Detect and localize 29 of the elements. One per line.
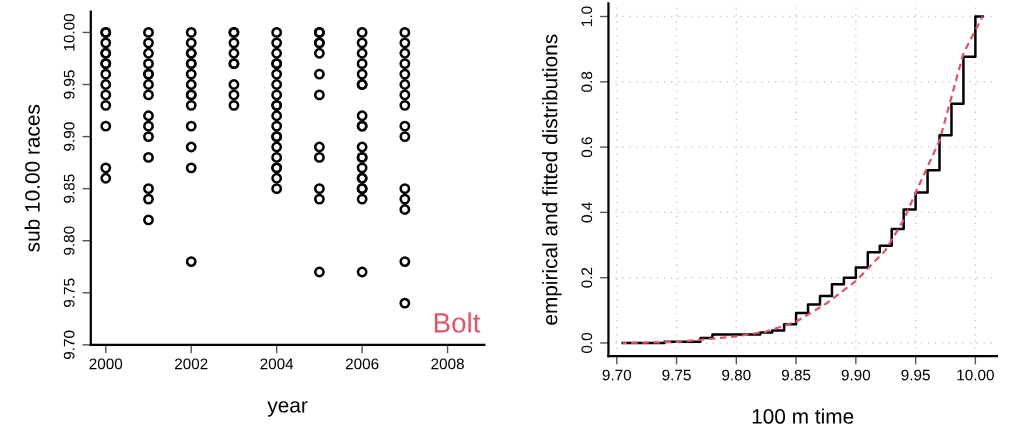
y-axis-title: sub 10.00 races <box>24 104 40 252</box>
annotation: Bolt <box>434 312 481 333</box>
y-tick-label: 0.8 <box>581 71 593 92</box>
x-tick-label: 9.70 <box>602 369 632 381</box>
x-tick-label: 2002 <box>174 358 208 370</box>
y-tick-label: 9.95 <box>63 70 75 99</box>
y-axis-title: empirical and fitted distributions <box>542 34 562 325</box>
x-tick-label: 2004 <box>260 358 294 370</box>
x-tick-label: 9.75 <box>662 369 691 381</box>
y-tick-label: 9.80 <box>63 226 75 255</box>
y-tick-label: 0.2 <box>581 267 593 288</box>
x-axis-title: 100 m time <box>752 408 854 424</box>
x-tick-label: 2008 <box>431 358 464 370</box>
x-tick-label: 9.95 <box>901 369 930 381</box>
x-tick-label: 9.85 <box>781 369 811 381</box>
y-tick-label: 9.85 <box>63 174 75 203</box>
y-tick-label: 0.0 <box>581 332 593 353</box>
y-tick-label: 9.75 <box>63 278 75 307</box>
x-tick-label: 10.00 <box>957 369 994 381</box>
y-tick-label: 9.90 <box>63 122 75 151</box>
y-tick-label: 0.4 <box>581 202 593 223</box>
x-tick-label: 9.90 <box>841 369 871 381</box>
x-tick-label: 2006 <box>345 358 379 370</box>
y-tick-label: 1.0 <box>581 6 593 26</box>
x-tick-label: 9.80 <box>722 369 751 381</box>
y-tick-label: 10.00 <box>63 13 75 51</box>
y-tick-label: 0.6 <box>581 137 593 158</box>
x-axis-title: year <box>267 401 308 417</box>
x-tick-label: 2000 <box>89 358 123 370</box>
